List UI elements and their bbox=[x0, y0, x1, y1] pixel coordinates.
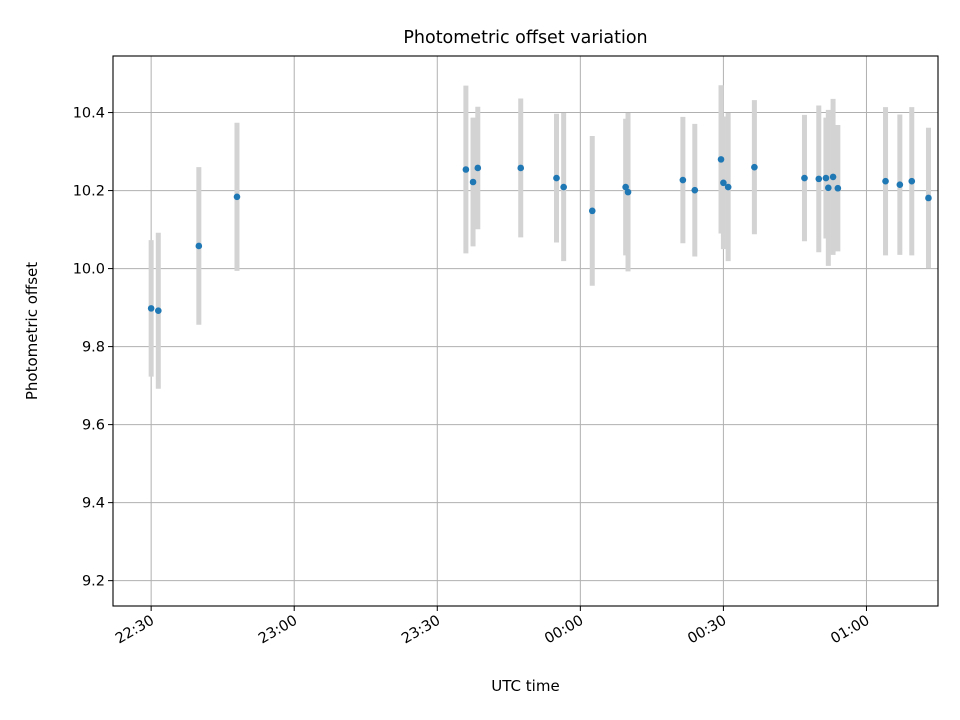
data-point bbox=[829, 173, 837, 181]
grid bbox=[113, 56, 938, 606]
data-point bbox=[822, 174, 830, 182]
data-point bbox=[588, 207, 596, 215]
data-point bbox=[553, 174, 560, 182]
data-point bbox=[679, 176, 687, 184]
data-point bbox=[724, 183, 732, 191]
data-point bbox=[815, 175, 823, 183]
data-point bbox=[195, 242, 203, 250]
data-point bbox=[925, 194, 932, 202]
data-point bbox=[624, 188, 632, 196]
data-point bbox=[560, 183, 567, 191]
data-point bbox=[233, 193, 241, 201]
y-tick-label: 10.2 bbox=[73, 184, 105, 200]
data-point bbox=[155, 307, 162, 315]
plot-frame bbox=[112, 55, 939, 607]
data-point bbox=[801, 174, 808, 182]
data-point bbox=[834, 184, 842, 192]
y-tick-label: 9.4 bbox=[82, 496, 105, 512]
data-point bbox=[469, 178, 477, 186]
y-tick-label: 10.4 bbox=[73, 106, 105, 122]
x-axis-label: UTC time bbox=[491, 677, 559, 695]
data-point bbox=[462, 166, 470, 173]
data-point bbox=[896, 181, 904, 189]
data-point bbox=[908, 177, 916, 185]
x-tick-label: 00:00 bbox=[542, 613, 586, 648]
x-tick-label: 22:30 bbox=[113, 613, 157, 648]
x-tick-label: 01:00 bbox=[828, 613, 872, 648]
data-point bbox=[691, 186, 699, 194]
x-tick-label: 00:30 bbox=[685, 613, 729, 648]
data-point bbox=[720, 179, 727, 187]
y-tick-label: 9.8 bbox=[82, 340, 105, 356]
y-axis-label: Photometric offset bbox=[23, 262, 41, 400]
chart-title: Photometric offset variation bbox=[403, 28, 647, 48]
data-point bbox=[882, 177, 889, 185]
data-point bbox=[825, 184, 832, 192]
y-tick-label: 10.0 bbox=[73, 262, 105, 278]
data-point bbox=[751, 163, 758, 171]
y-tick-label: 9.2 bbox=[82, 574, 105, 590]
y-axis-ticks: 9.2 9.4 9.6 9.8 10.0 10.2 10.4 bbox=[73, 106, 113, 590]
x-tick-label: 23:30 bbox=[399, 613, 443, 648]
data-point bbox=[622, 183, 629, 191]
data-point bbox=[717, 156, 725, 163]
plot-background bbox=[113, 56, 938, 606]
data-point bbox=[147, 305, 155, 312]
y-tick-label: 9.6 bbox=[82, 418, 105, 434]
data-point bbox=[474, 164, 482, 172]
data-point bbox=[517, 164, 525, 172]
data-points bbox=[147, 156, 932, 315]
x-tick-label: 23:00 bbox=[256, 613, 300, 648]
x-axis-ticks: 22:30 23:00 23:30 00:00 00:30 01:00 bbox=[113, 606, 872, 648]
